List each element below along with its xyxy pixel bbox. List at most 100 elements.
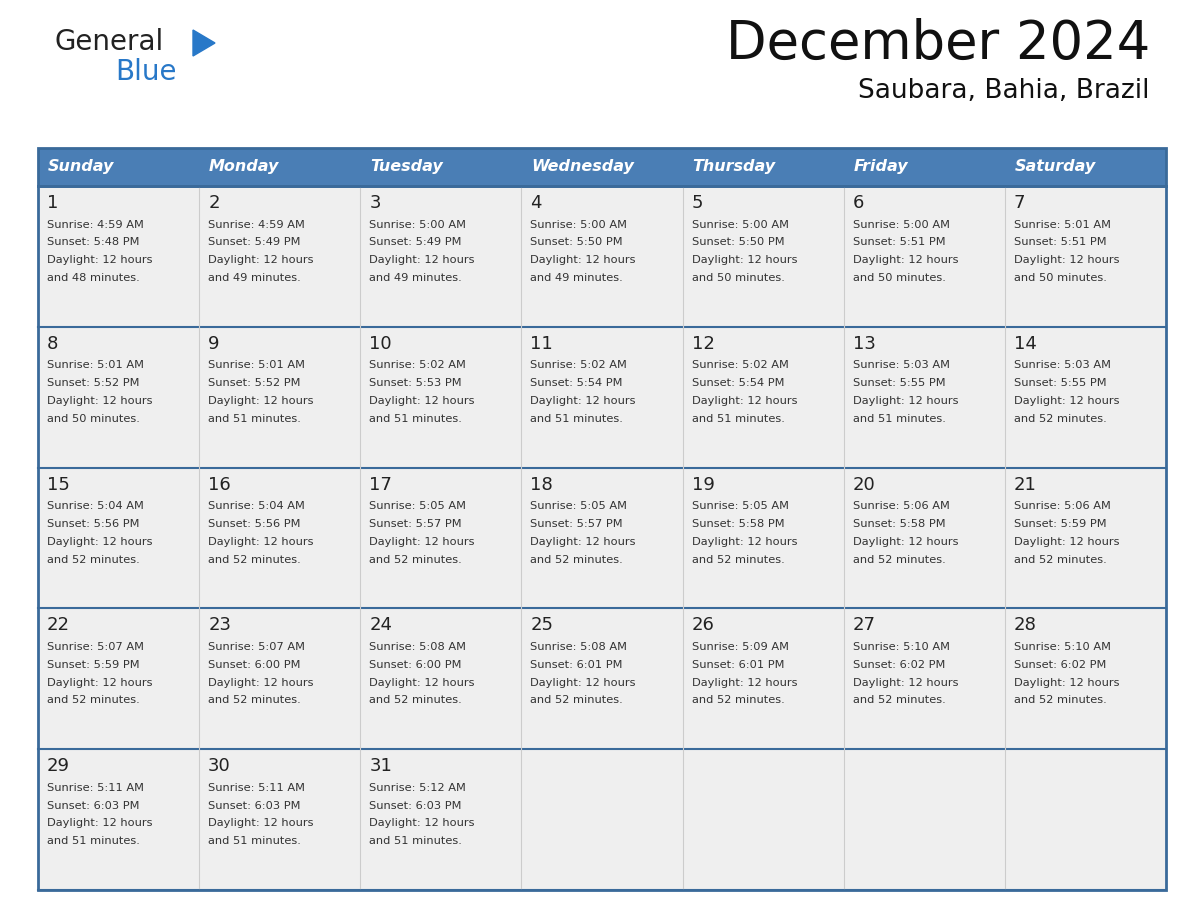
Text: Sunrise: 5:06 AM: Sunrise: 5:06 AM <box>1013 501 1111 511</box>
Text: Sunday: Sunday <box>48 160 114 174</box>
Text: Daylight: 12 hours: Daylight: 12 hours <box>208 537 314 547</box>
Text: Sunset: 5:50 PM: Sunset: 5:50 PM <box>691 238 784 247</box>
Text: Daylight: 12 hours: Daylight: 12 hours <box>853 537 959 547</box>
Text: Sunset: 5:55 PM: Sunset: 5:55 PM <box>853 378 946 388</box>
Text: 22: 22 <box>48 616 70 634</box>
Text: and 52 minutes.: and 52 minutes. <box>48 554 140 565</box>
Text: Sunrise: 4:59 AM: Sunrise: 4:59 AM <box>208 219 305 230</box>
Bar <box>200 186 360 327</box>
Text: Daylight: 12 hours: Daylight: 12 hours <box>853 677 959 688</box>
Text: Sunset: 5:50 PM: Sunset: 5:50 PM <box>530 238 623 247</box>
Bar <box>38 148 200 186</box>
Text: Sunset: 5:49 PM: Sunset: 5:49 PM <box>208 238 301 247</box>
Text: 27: 27 <box>853 616 876 634</box>
Text: Sunrise: 5:04 AM: Sunrise: 5:04 AM <box>48 501 144 511</box>
Text: Sunset: 5:54 PM: Sunset: 5:54 PM <box>530 378 623 388</box>
Text: Sunset: 6:00 PM: Sunset: 6:00 PM <box>369 660 462 670</box>
Text: Daylight: 12 hours: Daylight: 12 hours <box>1013 255 1119 265</box>
Text: Sunset: 5:58 PM: Sunset: 5:58 PM <box>853 519 946 529</box>
Text: 3: 3 <box>369 194 381 212</box>
Text: Monday: Monday <box>209 160 279 174</box>
Text: Sunrise: 5:01 AM: Sunrise: 5:01 AM <box>48 360 144 370</box>
Text: Sunset: 5:49 PM: Sunset: 5:49 PM <box>369 238 462 247</box>
Text: Sunset: 6:03 PM: Sunset: 6:03 PM <box>369 800 462 811</box>
Text: General: General <box>55 28 164 56</box>
Text: and 52 minutes.: and 52 minutes. <box>1013 554 1106 565</box>
Bar <box>683 467 843 609</box>
Bar <box>522 467 683 609</box>
Text: and 51 minutes.: and 51 minutes. <box>530 414 624 424</box>
Text: Daylight: 12 hours: Daylight: 12 hours <box>1013 537 1119 547</box>
Text: Sunset: 5:57 PM: Sunset: 5:57 PM <box>369 519 462 529</box>
Text: Sunrise: 5:11 AM: Sunrise: 5:11 AM <box>48 783 144 793</box>
Bar <box>38 467 200 609</box>
Bar <box>38 148 1165 890</box>
Text: 4: 4 <box>530 194 542 212</box>
Text: 7: 7 <box>1013 194 1025 212</box>
Text: Sunrise: 5:00 AM: Sunrise: 5:00 AM <box>691 219 789 230</box>
Text: Sunrise: 5:12 AM: Sunrise: 5:12 AM <box>369 783 466 793</box>
Text: Sunrise: 5:05 AM: Sunrise: 5:05 AM <box>369 501 466 511</box>
Text: Daylight: 12 hours: Daylight: 12 hours <box>369 255 475 265</box>
Text: and 52 minutes.: and 52 minutes. <box>853 696 946 705</box>
Text: and 51 minutes.: and 51 minutes. <box>208 414 301 424</box>
Text: Sunset: 5:56 PM: Sunset: 5:56 PM <box>208 519 301 529</box>
Bar <box>843 609 1005 749</box>
Text: Saturday: Saturday <box>1015 160 1097 174</box>
Bar <box>683 749 843 890</box>
Text: Sunrise: 5:02 AM: Sunrise: 5:02 AM <box>369 360 466 370</box>
Text: Daylight: 12 hours: Daylight: 12 hours <box>853 396 959 406</box>
Text: 8: 8 <box>48 335 58 353</box>
Text: 1: 1 <box>48 194 58 212</box>
Text: Daylight: 12 hours: Daylight: 12 hours <box>530 396 636 406</box>
Bar <box>38 749 200 890</box>
Text: Daylight: 12 hours: Daylight: 12 hours <box>691 537 797 547</box>
Text: Sunset: 6:03 PM: Sunset: 6:03 PM <box>208 800 301 811</box>
Text: Daylight: 12 hours: Daylight: 12 hours <box>853 255 959 265</box>
Text: Daylight: 12 hours: Daylight: 12 hours <box>369 537 475 547</box>
Text: 12: 12 <box>691 335 714 353</box>
Text: Daylight: 12 hours: Daylight: 12 hours <box>48 537 152 547</box>
Text: 18: 18 <box>530 476 554 494</box>
Text: Daylight: 12 hours: Daylight: 12 hours <box>530 255 636 265</box>
Text: and 50 minutes.: and 50 minutes. <box>691 273 784 283</box>
Text: Sunrise: 5:05 AM: Sunrise: 5:05 AM <box>530 501 627 511</box>
Text: Daylight: 12 hours: Daylight: 12 hours <box>369 677 475 688</box>
Text: Daylight: 12 hours: Daylight: 12 hours <box>530 537 636 547</box>
Text: and 48 minutes.: and 48 minutes. <box>48 273 140 283</box>
Text: and 52 minutes.: and 52 minutes. <box>1013 696 1106 705</box>
Text: Daylight: 12 hours: Daylight: 12 hours <box>208 677 314 688</box>
Text: 10: 10 <box>369 335 392 353</box>
Bar <box>38 327 200 467</box>
Text: Sunrise: 5:04 AM: Sunrise: 5:04 AM <box>208 501 305 511</box>
Bar <box>683 186 843 327</box>
Bar <box>360 148 522 186</box>
Text: Sunrise: 5:11 AM: Sunrise: 5:11 AM <box>208 783 305 793</box>
Bar <box>1005 609 1165 749</box>
Text: Sunrise: 5:07 AM: Sunrise: 5:07 AM <box>208 642 305 652</box>
Text: and 52 minutes.: and 52 minutes. <box>853 554 946 565</box>
Text: Daylight: 12 hours: Daylight: 12 hours <box>208 255 314 265</box>
Text: 6: 6 <box>853 194 864 212</box>
Text: Daylight: 12 hours: Daylight: 12 hours <box>208 819 314 828</box>
Text: Sunrise: 5:00 AM: Sunrise: 5:00 AM <box>530 219 627 230</box>
Bar <box>360 327 522 467</box>
Text: 28: 28 <box>1013 616 1037 634</box>
Bar <box>360 186 522 327</box>
Text: Sunset: 6:01 PM: Sunset: 6:01 PM <box>530 660 623 670</box>
Text: and 49 minutes.: and 49 minutes. <box>369 273 462 283</box>
Text: and 52 minutes.: and 52 minutes. <box>208 554 301 565</box>
Bar <box>1005 186 1165 327</box>
Text: Daylight: 12 hours: Daylight: 12 hours <box>208 396 314 406</box>
Polygon shape <box>192 30 215 56</box>
Text: Sunrise: 5:01 AM: Sunrise: 5:01 AM <box>208 360 305 370</box>
Text: Sunset: 5:52 PM: Sunset: 5:52 PM <box>48 378 139 388</box>
Text: and 49 minutes.: and 49 minutes. <box>530 273 624 283</box>
Text: and 52 minutes.: and 52 minutes. <box>208 696 301 705</box>
Text: Sunset: 6:02 PM: Sunset: 6:02 PM <box>1013 660 1106 670</box>
Text: Sunset: 5:59 PM: Sunset: 5:59 PM <box>1013 519 1106 529</box>
Text: Sunset: 6:02 PM: Sunset: 6:02 PM <box>853 660 946 670</box>
Text: 5: 5 <box>691 194 703 212</box>
Text: and 52 minutes.: and 52 minutes. <box>530 554 624 565</box>
Text: Sunrise: 5:10 AM: Sunrise: 5:10 AM <box>853 642 949 652</box>
